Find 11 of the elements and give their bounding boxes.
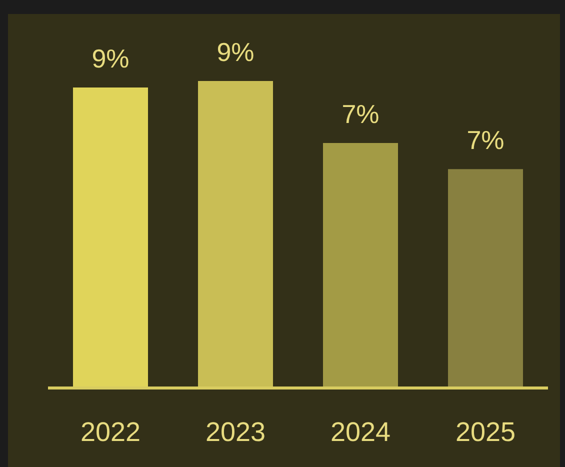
bar [448,169,523,388]
x-tick-label: 2024 [330,417,391,448]
bar [198,81,273,388]
x-tick-label: 2025 [455,417,516,448]
data-label: 7% [342,99,380,130]
data-label: 7% [466,125,504,156]
x-tick-label: 2023 [205,417,266,448]
bar [323,143,398,388]
x-tick-label: 2022 [80,417,141,448]
data-label: 9% [92,44,130,74]
data-label: 9% [216,37,254,67]
